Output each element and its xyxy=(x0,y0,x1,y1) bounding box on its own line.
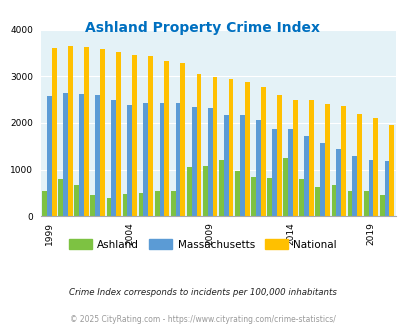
Bar xyxy=(202,166,207,216)
Bar xyxy=(143,103,148,216)
Bar xyxy=(79,94,84,216)
Bar xyxy=(47,96,52,216)
Bar xyxy=(315,187,320,216)
Bar xyxy=(384,161,388,216)
Bar xyxy=(127,105,132,216)
Bar xyxy=(154,190,159,216)
Bar xyxy=(303,136,308,216)
Bar xyxy=(340,106,345,216)
Bar xyxy=(336,148,340,216)
Bar xyxy=(373,118,377,216)
Bar xyxy=(271,129,276,216)
Bar xyxy=(363,190,368,216)
Bar xyxy=(84,47,89,216)
Bar xyxy=(298,179,303,216)
Bar xyxy=(256,120,260,216)
Bar xyxy=(379,195,384,216)
Bar xyxy=(164,61,169,216)
Text: Crime Index corresponds to incidents per 100,000 inhabitants: Crime Index corresponds to incidents per… xyxy=(69,288,336,297)
Bar xyxy=(159,103,164,216)
Bar xyxy=(42,191,47,216)
Bar xyxy=(388,125,393,216)
Bar xyxy=(368,160,373,216)
Bar xyxy=(52,48,57,216)
Bar xyxy=(266,179,271,216)
Bar xyxy=(196,74,201,216)
Bar xyxy=(132,55,137,216)
Bar xyxy=(288,129,292,216)
Bar xyxy=(251,177,256,216)
Bar xyxy=(223,115,228,216)
Bar xyxy=(239,115,244,216)
Bar xyxy=(283,158,288,216)
Bar xyxy=(260,87,265,216)
Bar xyxy=(352,156,356,216)
Bar xyxy=(63,93,68,216)
Bar xyxy=(90,195,95,216)
Bar xyxy=(244,82,249,216)
Text: Ashland Property Crime Index: Ashland Property Crime Index xyxy=(85,21,320,35)
Bar xyxy=(207,108,212,216)
Bar xyxy=(308,100,313,216)
Bar xyxy=(122,194,127,216)
Legend: Ashland, Massachusetts, National: Ashland, Massachusetts, National xyxy=(65,235,340,254)
Bar xyxy=(228,79,233,216)
Bar xyxy=(171,190,175,216)
Bar xyxy=(148,56,153,216)
Bar xyxy=(347,191,352,216)
Bar xyxy=(191,107,196,216)
Bar xyxy=(106,197,111,216)
Bar xyxy=(324,104,329,216)
Bar xyxy=(331,185,336,216)
Bar xyxy=(276,95,281,216)
Bar xyxy=(212,77,217,216)
Bar xyxy=(139,193,143,216)
Bar xyxy=(68,46,72,216)
Bar xyxy=(111,100,116,216)
Bar xyxy=(292,100,297,216)
Bar xyxy=(116,51,121,216)
Text: © 2025 CityRating.com - https://www.cityrating.com/crime-statistics/: © 2025 CityRating.com - https://www.city… xyxy=(70,315,335,324)
Bar xyxy=(180,63,185,216)
Bar xyxy=(58,179,63,216)
Bar xyxy=(320,143,324,216)
Bar xyxy=(74,185,79,216)
Bar xyxy=(186,167,191,216)
Bar xyxy=(100,49,104,216)
Bar xyxy=(175,103,180,216)
Bar xyxy=(95,95,100,216)
Bar xyxy=(234,171,239,216)
Bar xyxy=(218,160,223,216)
Bar xyxy=(356,114,361,216)
